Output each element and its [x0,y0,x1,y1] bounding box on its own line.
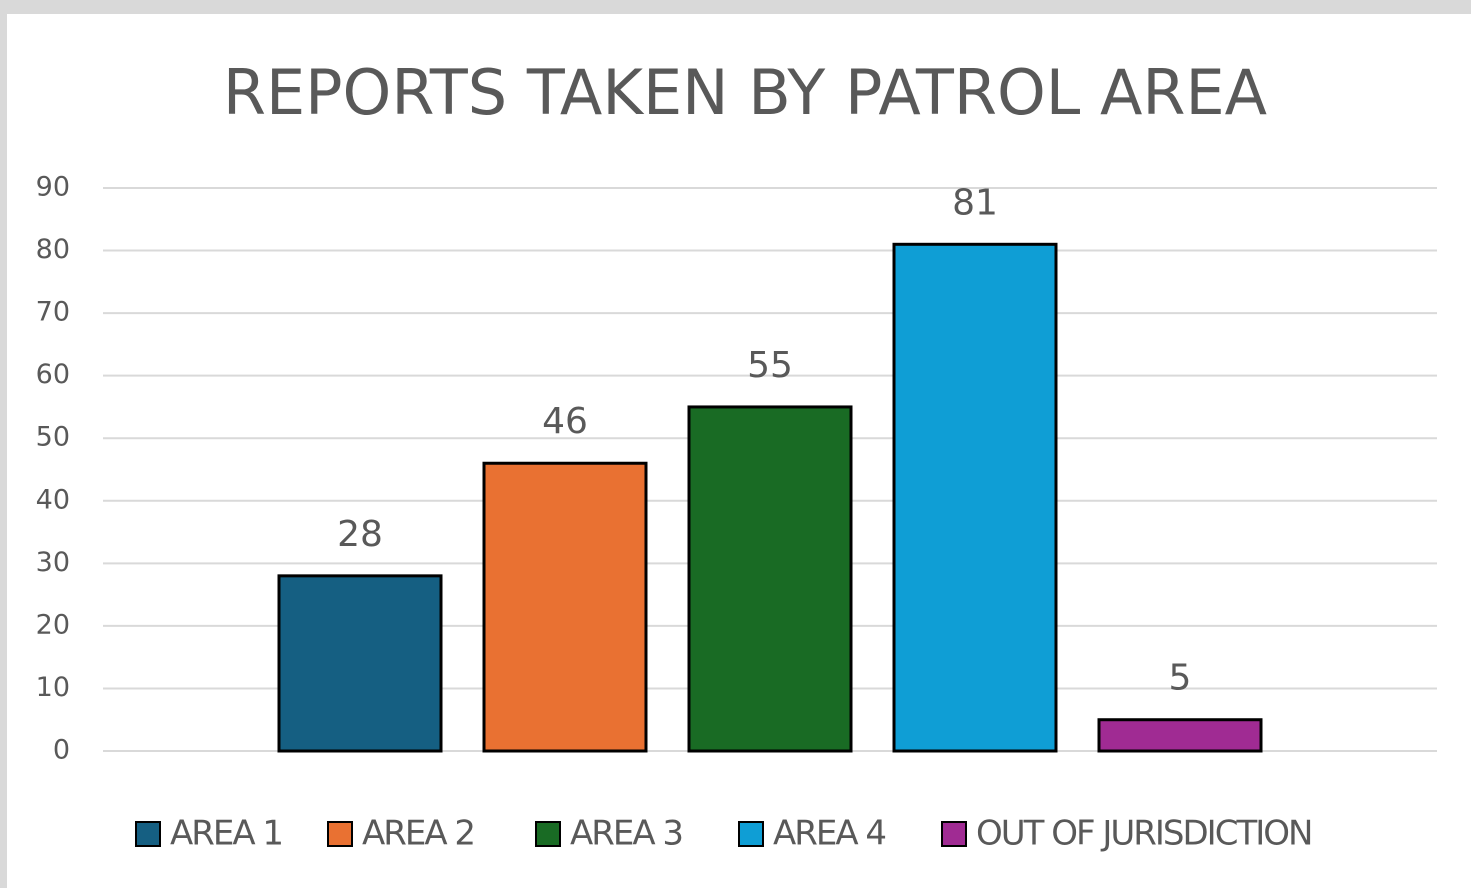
legend-label: AREA 2 [362,814,474,854]
legend-label: OUT OF JURISDICTION [976,814,1311,854]
y-tick-label: 70 [36,297,70,328]
data-label: 55 [747,345,793,386]
bar [892,242,1058,753]
y-tick-label: 30 [36,547,70,578]
bar [277,574,443,753]
data-label: 81 [952,182,998,223]
y-tick-label: 80 [36,234,70,265]
bar [482,461,648,753]
bar [687,405,853,753]
y-tick-label: 0 [53,735,70,766]
legend-swatch [327,821,353,847]
y-tick-label: 60 [36,359,70,390]
legend-label: AREA 1 [170,814,282,854]
y-tick-label: 40 [36,484,70,515]
legend-swatch [941,821,967,847]
legend-swatch [738,821,764,847]
bar [1097,718,1263,753]
legend-label: AREA 3 [570,814,682,854]
y-tick-label: 20 [36,609,70,640]
legend-swatch [535,821,561,847]
y-tick-label: 90 [36,172,70,203]
chart-title: REPORTS TAKEN BY PATROL AREA [223,56,1267,129]
legend-swatch [135,821,161,847]
legend-label: AREA 4 [773,814,885,854]
data-label: 46 [542,401,588,442]
y-tick-label: 50 [36,422,70,453]
data-label: 28 [337,514,383,555]
y-tick-label: 10 [36,672,70,703]
data-label: 5 [1169,658,1192,699]
